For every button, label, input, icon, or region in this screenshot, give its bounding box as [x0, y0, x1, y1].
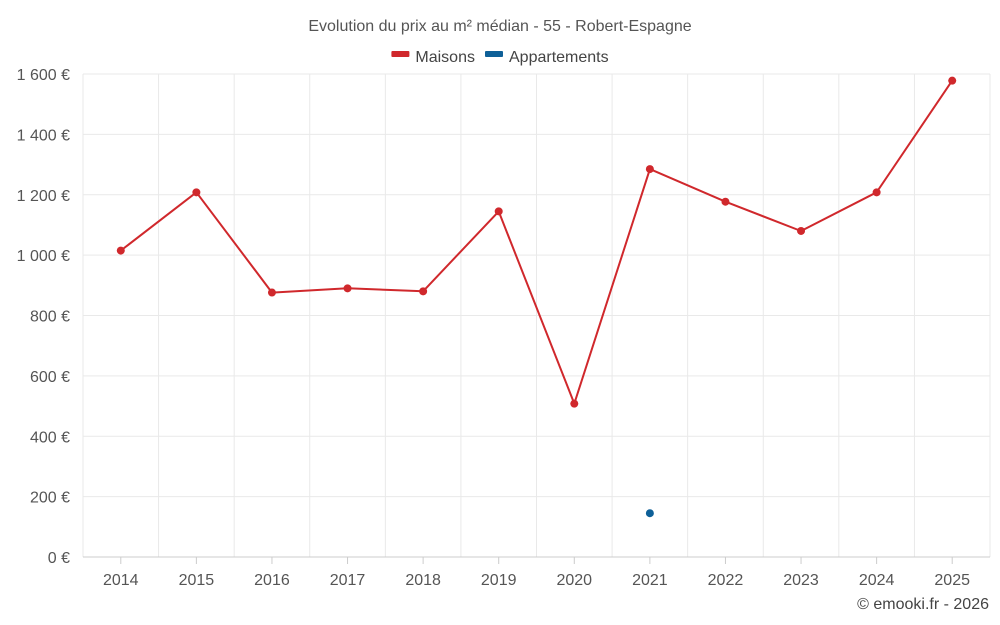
data-point-maisons[interactable] [721, 197, 730, 206]
y-tick-label: 400 € [30, 429, 70, 446]
y-tick-label: 1 600 € [17, 67, 70, 84]
data-point-maisons[interactable] [494, 207, 503, 216]
series-points [116, 76, 957, 518]
data-point-maisons[interactable] [419, 287, 428, 296]
x-tick-label: 2025 [934, 572, 970, 589]
legend-label: Appartements [509, 49, 609, 66]
data-point-maisons[interactable] [797, 226, 806, 235]
x-tick-label: 2015 [179, 572, 215, 589]
x-tick-label: 2023 [783, 572, 819, 589]
legend-item-maisons[interactable]: Maisons [391, 49, 475, 66]
legend-swatch [485, 51, 503, 57]
data-point-maisons[interactable] [192, 188, 201, 197]
y-tick-label: 600 € [30, 369, 70, 386]
x-tick-label: 2020 [556, 572, 592, 589]
x-axis-ticks: 2014 2015 2016 2017 2018 2019 2020 2021 2022 2023… [103, 557, 970, 589]
credit-text: © emooki.fr - 2026 [857, 596, 989, 613]
x-tick-label: 2021 [632, 572, 668, 589]
x-tick-label: 2014 [103, 572, 139, 589]
y-tick-label: 1 000 € [17, 248, 70, 265]
data-point-maisons[interactable] [570, 399, 579, 408]
y-tick-label: 200 € [30, 490, 70, 507]
grid [82, 73, 991, 558]
chart-title: Evolution du prix au m² médian - 55 - Ro… [308, 18, 691, 35]
series-line-maisons [120, 80, 954, 405]
data-point-maisons[interactable] [948, 76, 957, 85]
y-axis-ticks: 0 € 200 € 400 € 600 € 800 € 1 000 € 1 200 € 1 4… [17, 67, 70, 567]
y-tick-label: 1 400 € [17, 127, 70, 144]
y-tick-label: 800 € [30, 309, 70, 326]
y-tick-label: 1 200 € [17, 188, 70, 205]
legend: Maisons Appartements [391, 49, 609, 66]
x-tick-label: 2017 [330, 572, 366, 589]
data-point-maisons[interactable] [267, 288, 276, 297]
data-point-maisons[interactable] [343, 284, 352, 293]
x-tick-label: 2018 [405, 572, 441, 589]
legend-swatch [391, 51, 410, 57]
data-point-maisons[interactable] [116, 246, 125, 255]
data-point-appartements[interactable] [645, 509, 654, 518]
x-tick-label: 2024 [859, 572, 895, 589]
y-tick-label: 0 € [48, 550, 70, 567]
x-tick-label: 2016 [254, 572, 290, 589]
x-tick-label: 2022 [708, 572, 744, 589]
data-point-maisons[interactable] [645, 165, 654, 174]
legend-item-appartements[interactable]: Appartements [485, 49, 609, 66]
data-point-maisons[interactable] [872, 188, 881, 197]
legend-label: Maisons [415, 49, 475, 66]
x-tick-label: 2019 [481, 572, 517, 589]
series-lines [120, 80, 954, 405]
